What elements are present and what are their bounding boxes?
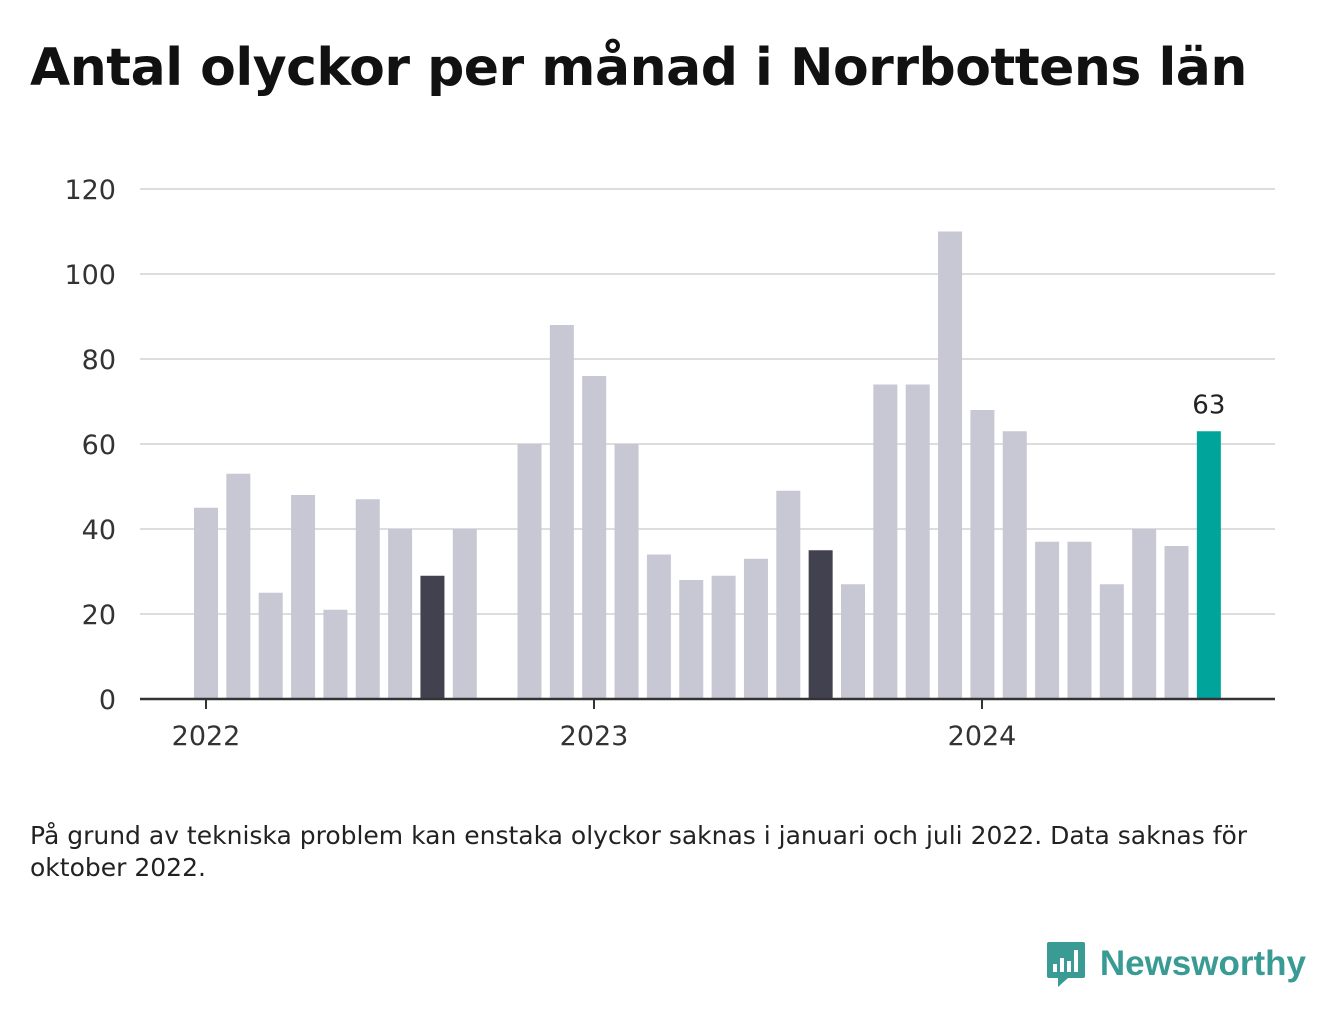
bar-2024-04 bbox=[1067, 541, 1092, 699]
y-tick-label: 20 bbox=[82, 600, 116, 631]
y-tick-label: 40 bbox=[82, 515, 116, 546]
bar-2022-08 bbox=[420, 575, 445, 699]
bar-2023-12 bbox=[938, 231, 963, 699]
bar-2024-01 bbox=[970, 410, 995, 699]
x-tick-label: 2022 bbox=[172, 721, 241, 752]
data-labels: 63 bbox=[1192, 390, 1225, 420]
bar-2024-08 bbox=[1196, 431, 1221, 699]
y-tick-label: 100 bbox=[64, 260, 116, 291]
x-tick-label: 2024 bbox=[948, 721, 1017, 752]
bar-2023-02 bbox=[614, 444, 639, 699]
latest-value-label: 63 bbox=[1192, 390, 1225, 420]
bar-2022-06 bbox=[355, 499, 380, 699]
bar-2024-02 bbox=[1002, 431, 1027, 699]
bar-2022-05 bbox=[323, 609, 348, 699]
bar-2024-06 bbox=[1132, 529, 1157, 699]
y-tick-label: 0 bbox=[99, 685, 116, 716]
footnote: På grund av tekniska problem kan enstaka… bbox=[30, 821, 1248, 882]
bar-2022-04 bbox=[291, 495, 316, 699]
bar-2024-05 bbox=[1099, 584, 1124, 699]
bar-2024-03 bbox=[1035, 541, 1060, 699]
bar-2023-09 bbox=[841, 584, 865, 699]
bar-2023-03 bbox=[646, 554, 671, 699]
y-tick-label: 80 bbox=[82, 345, 116, 376]
bar-2023-05 bbox=[711, 575, 736, 699]
bar-2022-07 bbox=[388, 529, 413, 699]
bar-2022-11 bbox=[517, 444, 542, 699]
bar-2024-07 bbox=[1164, 546, 1189, 699]
bar-chart: 0 20 40 60 80 100 120 63 2022 2023 2024 bbox=[64, 175, 1275, 752]
y-axis-ticks: 0 20 40 60 80 100 120 bbox=[64, 175, 116, 716]
page-title: Antal olyckor per månad i Norrbottens lä… bbox=[30, 38, 1247, 98]
bar-2023-04 bbox=[679, 580, 704, 699]
bar-2023-06 bbox=[743, 558, 768, 699]
x-tick-label: 2023 bbox=[560, 721, 629, 752]
bar-2022-03 bbox=[258, 592, 283, 699]
brand-footer[interactable]: Newsworthy bbox=[1046, 940, 1306, 988]
bar-2023-08 bbox=[808, 550, 833, 699]
y-tick-label: 120 bbox=[64, 175, 116, 206]
bar-2022-12 bbox=[549, 325, 574, 699]
bar-2022-01 bbox=[194, 507, 218, 699]
bar-2023-07 bbox=[776, 490, 801, 699]
y-tick-label: 60 bbox=[82, 430, 116, 461]
brand-name[interactable]: Newsworthy bbox=[1099, 944, 1306, 983]
bars bbox=[194, 231, 1221, 699]
bar-2023-10 bbox=[873, 384, 898, 699]
bar-2022-02 bbox=[226, 473, 251, 699]
bar-2023-11 bbox=[905, 384, 930, 699]
bar-chart-speech-bubble-icon bbox=[1046, 942, 1085, 987]
x-axis: 2022 2023 2024 bbox=[140, 697, 1275, 752]
bar-2023-01 bbox=[582, 376, 607, 699]
bar-2022-09 bbox=[452, 529, 477, 699]
